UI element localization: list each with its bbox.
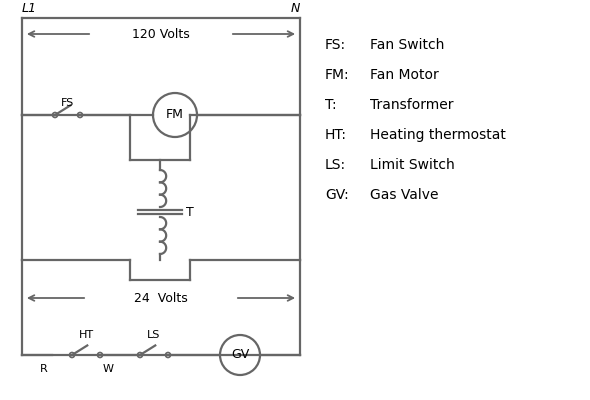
Text: FS: FS bbox=[61, 98, 74, 108]
Text: 24  Volts: 24 Volts bbox=[134, 292, 188, 304]
Text: Gas Valve: Gas Valve bbox=[370, 188, 438, 202]
Text: GV:: GV: bbox=[325, 188, 349, 202]
Text: N: N bbox=[291, 2, 300, 14]
Text: L1: L1 bbox=[22, 2, 37, 14]
Text: W: W bbox=[103, 364, 113, 374]
Text: 120 Volts: 120 Volts bbox=[132, 28, 190, 40]
Text: Limit Switch: Limit Switch bbox=[370, 158, 455, 172]
Text: FM:: FM: bbox=[325, 68, 350, 82]
Text: FS:: FS: bbox=[325, 38, 346, 52]
Text: GV: GV bbox=[231, 348, 249, 362]
Text: T:: T: bbox=[325, 98, 337, 112]
Text: LS:: LS: bbox=[325, 158, 346, 172]
Text: FM: FM bbox=[166, 108, 184, 122]
Text: Heating thermostat: Heating thermostat bbox=[370, 128, 506, 142]
Text: HT:: HT: bbox=[325, 128, 347, 142]
Text: Transformer: Transformer bbox=[370, 98, 454, 112]
Text: R: R bbox=[40, 364, 48, 374]
Text: Fan Motor: Fan Motor bbox=[370, 68, 439, 82]
Text: Fan Switch: Fan Switch bbox=[370, 38, 444, 52]
Text: T: T bbox=[186, 206, 194, 218]
Text: HT: HT bbox=[78, 330, 94, 340]
Text: LS: LS bbox=[148, 330, 160, 340]
